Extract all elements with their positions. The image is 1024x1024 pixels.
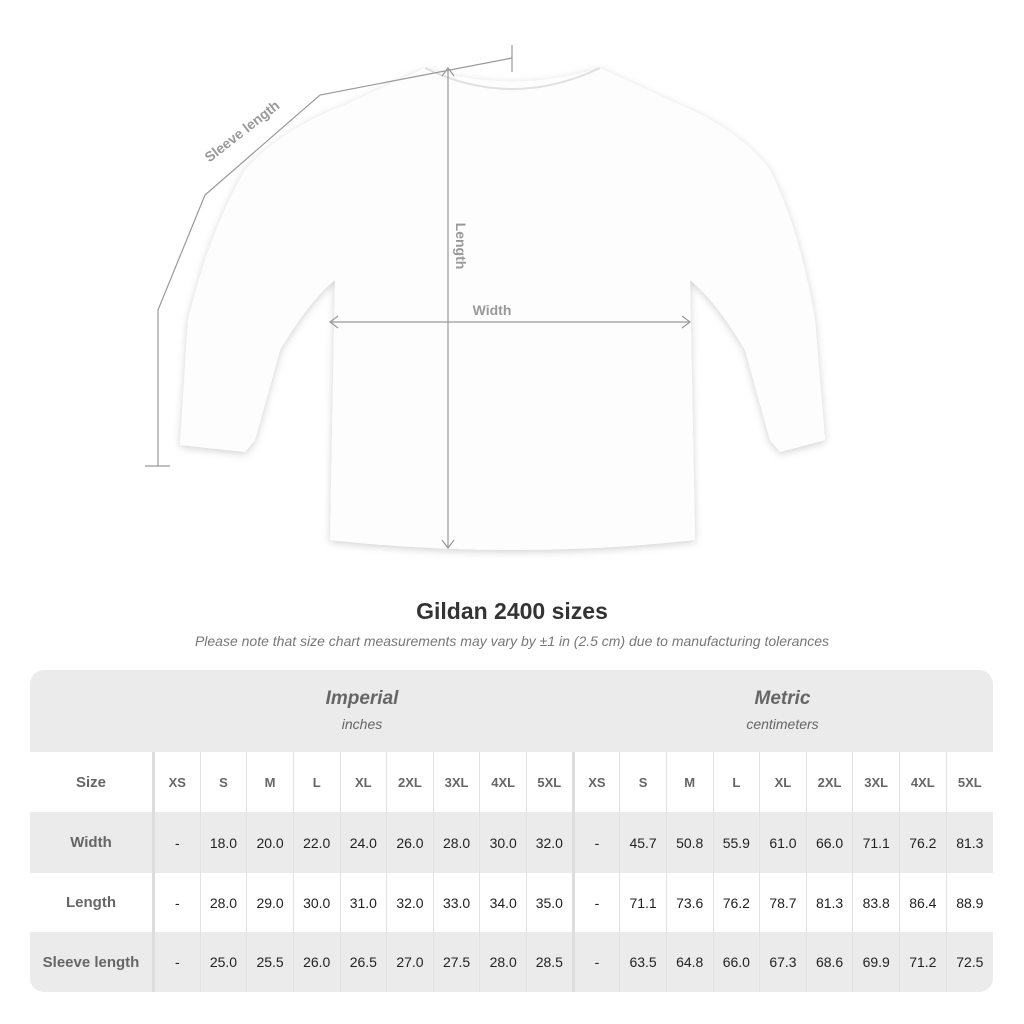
sleeve-measure-line: [145, 45, 513, 467]
imperial-cell: 31.0: [339, 873, 387, 932]
imperial-cell: 22.0: [292, 812, 340, 873]
width-measure-line: [329, 315, 691, 329]
metric-cell: 50.8: [665, 812, 713, 873]
size-table: Size XS S M L XL 2XL 3XL 4XL 5XL XS S M L XL 2XL 3XL 4XL 5…: [30, 752, 993, 992]
imperial-cell: 34.0: [479, 873, 527, 932]
metric-cell: 68.6: [805, 932, 853, 992]
imperial-cell: 28.0: [479, 932, 527, 992]
imperial-cell: 29.0: [246, 873, 294, 932]
metric-cell: 76.2: [712, 873, 760, 932]
page-title: Gildan 2400 sizes: [416, 598, 608, 624]
imperial-cell: 25.0: [199, 932, 247, 992]
metric-cell: 45.7: [619, 812, 667, 873]
imperial-cell: 4XL: [479, 752, 527, 812]
row-label: Length: [30, 873, 155, 932]
imperial-cell: 25.5: [246, 932, 294, 992]
metric-title: Metric: [754, 688, 811, 709]
metric-cell: 69.9: [852, 932, 900, 992]
metric-cell: -: [571, 812, 620, 873]
metric-cell: XL: [759, 752, 807, 812]
imperial-cell: 28.5: [526, 932, 574, 992]
metric-cell: -: [571, 932, 620, 992]
imperial-cell: 20.0: [246, 812, 294, 873]
metric-cell: 71.2: [899, 932, 947, 992]
metric-cell: 71.1: [852, 812, 900, 873]
imperial-cell: 26.5: [339, 932, 387, 992]
imperial-cell: 27.0: [386, 932, 434, 992]
table-row: Length -28.0 29.0 30.0 31.0 32.0 33.0 34.0 35.0-…: [30, 873, 993, 932]
imperial-cell: 3XL: [432, 752, 480, 812]
imperial-cell: 5XL: [526, 752, 574, 812]
imperial-header: Imperial inches: [152, 670, 572, 752]
metric-cell: 72.5: [945, 932, 993, 992]
row-label: Width: [30, 812, 155, 873]
imperial-cell: 35.0: [526, 873, 574, 932]
metric-cell: 66.0: [805, 812, 853, 873]
metric-cell: 3XL: [852, 752, 900, 812]
row-label: Size: [30, 752, 155, 812]
imperial-cell: 24.0: [339, 812, 387, 873]
metric-header: Metric centimeters: [572, 670, 993, 752]
imperial-cell: 30.0: [479, 812, 527, 873]
imperial-cell: 32.0: [526, 812, 574, 873]
imperial-cell: S: [199, 752, 247, 812]
imperial-title: Imperial: [325, 688, 399, 709]
shirt-shape: [180, 68, 825, 550]
metric-cell: 55.9: [712, 812, 760, 873]
imperial-cell: 28.0: [199, 873, 247, 932]
metric-cell: L: [712, 752, 760, 812]
metric-cell: 73.6: [665, 873, 713, 932]
metric-cell: 81.3: [805, 873, 853, 932]
length-measure-line: [441, 67, 455, 549]
metric-cell: 4XL: [899, 752, 947, 812]
metric-cell: 81.3: [945, 812, 993, 873]
metric-cell: 64.8: [665, 932, 713, 992]
imperial-cell: L: [292, 752, 340, 812]
metric-cell: XS: [571, 752, 620, 812]
imperial-cell: 28.0: [432, 812, 480, 873]
row-label: Sleeve length: [30, 932, 155, 992]
imperial-cell: XS: [153, 752, 201, 812]
table-row: Width -18.0 20.0 22.0 24.0 26.0 28.0 30.0 32.0-4…: [30, 812, 993, 873]
imperial-cell: 26.0: [386, 812, 434, 873]
metric-cell: 63.5: [619, 932, 667, 992]
metric-cell: 66.0: [712, 932, 760, 992]
imperial-cell: 30.0: [292, 873, 340, 932]
imperial-cell: 18.0: [199, 812, 247, 873]
metric-cell: 86.4: [899, 873, 947, 932]
imperial-cell: XL: [339, 752, 387, 812]
imperial-cell: 26.0: [292, 932, 340, 992]
size-header-row: Size XS S M L XL 2XL 3XL 4XL 5XL XS S M L XL 2XL 3XL 4XL 5…: [30, 752, 993, 812]
metric-unit: centimeters: [746, 716, 819, 732]
metric-cell: 76.2: [899, 812, 947, 873]
imperial-cell: M: [246, 752, 294, 812]
metric-cell: 61.0: [759, 812, 807, 873]
metric-cell: S: [619, 752, 667, 812]
metric-cell: M: [665, 752, 713, 812]
imperial-cell: 27.5: [432, 932, 480, 992]
metric-cell: 5XL: [945, 752, 993, 812]
length-label: Length: [453, 223, 469, 270]
metric-cell: 88.9: [945, 873, 993, 932]
imperial-cell: -: [153, 812, 201, 873]
imperial-unit: inches: [341, 716, 383, 732]
table-row: Sleeve length -25.0 25.5 26.0 26.5 27.0 27.5 28…: [30, 932, 993, 992]
metric-cell: 2XL: [805, 752, 853, 812]
imperial-cell: 32.0: [386, 873, 434, 932]
tolerance-note: Please note that size chart measurements…: [194, 633, 830, 649]
metric-cell: 78.7: [759, 873, 807, 932]
width-label: Width: [473, 302, 512, 318]
imperial-cell: -: [153, 873, 201, 932]
size-chart: Imperial inches Metric centimeters Size X…: [30, 670, 993, 992]
imperial-cell: 2XL: [386, 752, 434, 812]
imperial-cell: -: [153, 932, 201, 992]
metric-cell: 83.8: [852, 873, 900, 932]
metric-cell: -: [571, 873, 620, 932]
metric-cell: 71.1: [619, 873, 667, 932]
metric-cell: 67.3: [759, 932, 807, 992]
imperial-cell: 33.0: [432, 873, 480, 932]
shirt-diagram: Sleeve length Length Width: [145, 45, 825, 550]
